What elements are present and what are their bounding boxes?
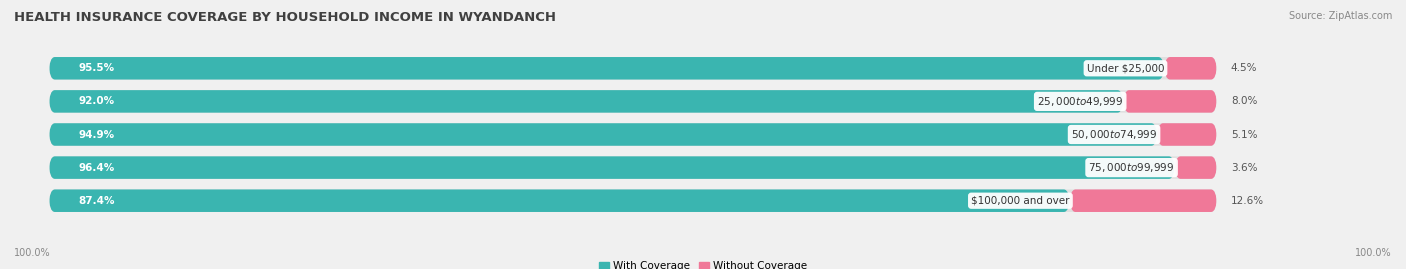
Legend: With Coverage, Without Coverage: With Coverage, Without Coverage	[595, 257, 811, 269]
Text: 12.6%: 12.6%	[1230, 196, 1264, 206]
FancyBboxPatch shape	[49, 57, 1216, 80]
Text: $50,000 to $74,999: $50,000 to $74,999	[1071, 128, 1157, 141]
FancyBboxPatch shape	[49, 90, 1216, 113]
Text: 96.4%: 96.4%	[79, 162, 114, 173]
Text: $100,000 and over: $100,000 and over	[972, 196, 1070, 206]
FancyBboxPatch shape	[49, 123, 1216, 146]
Text: 87.4%: 87.4%	[79, 196, 115, 206]
Text: 5.1%: 5.1%	[1230, 129, 1257, 140]
Text: 8.0%: 8.0%	[1230, 96, 1257, 107]
FancyBboxPatch shape	[1070, 189, 1216, 212]
Text: $75,000 to $99,999: $75,000 to $99,999	[1088, 161, 1175, 174]
FancyBboxPatch shape	[49, 57, 1164, 80]
Text: 100.0%: 100.0%	[14, 248, 51, 258]
FancyBboxPatch shape	[1157, 123, 1216, 146]
FancyBboxPatch shape	[49, 156, 1175, 179]
FancyBboxPatch shape	[49, 189, 1216, 212]
Text: Source: ZipAtlas.com: Source: ZipAtlas.com	[1288, 11, 1392, 21]
FancyBboxPatch shape	[1123, 90, 1216, 113]
Text: 4.5%: 4.5%	[1230, 63, 1257, 73]
Text: 94.9%: 94.9%	[79, 129, 114, 140]
Text: 3.6%: 3.6%	[1230, 162, 1257, 173]
Text: 95.5%: 95.5%	[79, 63, 114, 73]
Text: 92.0%: 92.0%	[79, 96, 114, 107]
FancyBboxPatch shape	[1175, 156, 1216, 179]
FancyBboxPatch shape	[49, 156, 1216, 179]
Text: HEALTH INSURANCE COVERAGE BY HOUSEHOLD INCOME IN WYANDANCH: HEALTH INSURANCE COVERAGE BY HOUSEHOLD I…	[14, 11, 555, 24]
FancyBboxPatch shape	[49, 123, 1157, 146]
Text: $25,000 to $49,999: $25,000 to $49,999	[1038, 95, 1123, 108]
FancyBboxPatch shape	[49, 189, 1070, 212]
Text: Under $25,000: Under $25,000	[1087, 63, 1164, 73]
Text: 100.0%: 100.0%	[1355, 248, 1392, 258]
FancyBboxPatch shape	[49, 90, 1123, 113]
FancyBboxPatch shape	[1164, 57, 1216, 80]
